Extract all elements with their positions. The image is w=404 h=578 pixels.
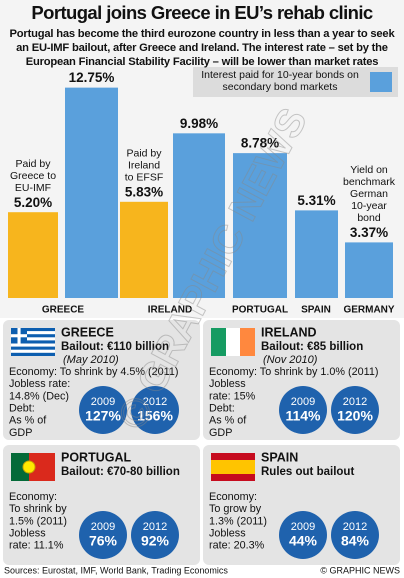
legend-box	[193, 67, 398, 97]
value-label: 12.75%	[69, 70, 115, 85]
circle-year: 2012	[343, 521, 367, 533]
panel-line: Jobless	[209, 527, 246, 539]
panel-bailout: Bailout: €85 billion	[261, 341, 363, 353]
x-tick-label: SPAIN	[301, 305, 331, 316]
panel-line: Jobless	[9, 527, 46, 539]
circle-year: 2009	[291, 521, 315, 533]
debt-circle	[131, 511, 179, 559]
panel-line: Economy:	[209, 491, 257, 503]
circle-value: 156%	[137, 408, 173, 424]
circle-value: 76%	[89, 533, 118, 549]
panel-bailout: Rules out bailout	[261, 466, 354, 478]
panel-line: 1.5% (2011)	[9, 515, 67, 527]
annotation: 10-year	[351, 200, 387, 212]
credit: © GRAPHIC NEWS	[320, 565, 400, 575]
panel-line: To grow by	[209, 503, 262, 515]
panel-line: GDP	[209, 427, 232, 439]
title: Portugal joins Greece in EU’s rehab clin…	[31, 2, 373, 23]
subtitle: Portugal has become the third eurozone c…	[9, 28, 395, 68]
value-label: 9.98%	[180, 116, 218, 131]
panel-line: 14.8% (Dec)	[9, 390, 69, 402]
panel-line: Economy:	[9, 491, 57, 503]
sources: Sources: Eurostat, IMF, World Bank, Trad…	[4, 565, 228, 575]
panel-name: IRELAND	[261, 325, 317, 339]
panel-line: 1.3% (2011)	[209, 515, 267, 527]
panel-line: Debt:	[9, 402, 35, 414]
panel-line: Jobless	[209, 378, 246, 390]
legend-label: Interest paid for 10-year bonds on secon…	[201, 69, 359, 93]
x-tick-label: PORTUGAL	[232, 305, 288, 316]
annotation: EU-IMF	[15, 182, 51, 194]
debt-circle	[79, 386, 127, 434]
value-label: 3.37%	[350, 225, 388, 240]
circle-year: 2012	[343, 396, 367, 408]
panel-line: rate: 11.1%	[9, 540, 64, 552]
debt-circle	[279, 386, 327, 434]
annotation: German	[350, 188, 388, 200]
annotation: Greece to	[10, 170, 56, 182]
panel-bailout: Bailout: €70-80 billion	[61, 466, 180, 478]
panel-line: To shrink by	[9, 503, 67, 515]
panel-line: As % of	[9, 415, 47, 427]
panel-line: Debt:	[209, 402, 235, 414]
debt-circle	[279, 511, 327, 559]
panel-name: GREECE	[61, 325, 114, 339]
annotation: Yield on	[350, 164, 388, 176]
panel-line: Economy: To shrink by 4.5% (2011)	[9, 366, 178, 378]
x-tick-label: IRELAND	[148, 305, 192, 316]
circle-year: 2009	[291, 396, 315, 408]
value-label: 5.31%	[297, 193, 335, 208]
panel-line: Jobless rate:	[9, 378, 70, 390]
bar	[295, 210, 338, 298]
debt-circle	[331, 511, 379, 559]
debt-circle	[331, 386, 379, 434]
bar	[233, 153, 287, 298]
annotation: bond	[357, 212, 381, 224]
legend-swatch	[370, 72, 392, 92]
circle-value: 92%	[141, 533, 170, 549]
annotation: Paid by	[15, 158, 51, 170]
circle-value: 84%	[341, 533, 370, 549]
circle-value: 127%	[85, 408, 121, 424]
flag-greece	[11, 328, 55, 356]
bar	[345, 242, 393, 298]
flag-portugal	[11, 453, 55, 481]
panel-line: GDP	[9, 427, 32, 439]
panel-bailout: Bailout: €110 billion	[61, 341, 169, 353]
panel-line: rate: 15%	[209, 390, 256, 402]
value-label: 5.83%	[125, 184, 163, 199]
debt-circle	[79, 511, 127, 559]
circle-year: 2009	[91, 396, 115, 408]
circle-year: 2012	[143, 521, 167, 533]
x-tick-label: GREECE	[42, 305, 85, 316]
circle-year: 2009	[91, 521, 115, 533]
debt-circle	[131, 386, 179, 434]
annotation: benchmark	[343, 176, 396, 188]
annotation: Ireland	[128, 160, 160, 172]
flag-ireland	[211, 328, 255, 356]
circle-value: 114%	[285, 408, 321, 424]
annotation: Paid by	[126, 148, 162, 160]
flag-spain	[211, 453, 255, 481]
panel-name: SPAIN	[261, 450, 298, 464]
circle-value: 120%	[337, 408, 373, 424]
value-label: 5.20%	[14, 195, 52, 210]
panel-name: PORTUGAL	[61, 450, 132, 464]
value-label: 8.78%	[241, 136, 279, 151]
circle-year: 2012	[143, 396, 167, 408]
bar	[173, 133, 225, 298]
bar	[65, 87, 118, 298]
annotation: to EFSF	[125, 172, 164, 184]
circle-value: 44%	[289, 533, 318, 549]
panel-line: Economy: To shrink by 1.0% (2011)	[209, 366, 378, 378]
bar	[8, 212, 58, 298]
panel-line: rate: 20.3%	[209, 540, 265, 552]
panel-date: (May 2010)	[63, 354, 119, 366]
x-tick-label: GERMANY	[343, 305, 394, 316]
panel-date: (Nov 2010)	[263, 354, 318, 366]
panel-line: As % of	[209, 415, 247, 427]
bar	[120, 201, 168, 298]
